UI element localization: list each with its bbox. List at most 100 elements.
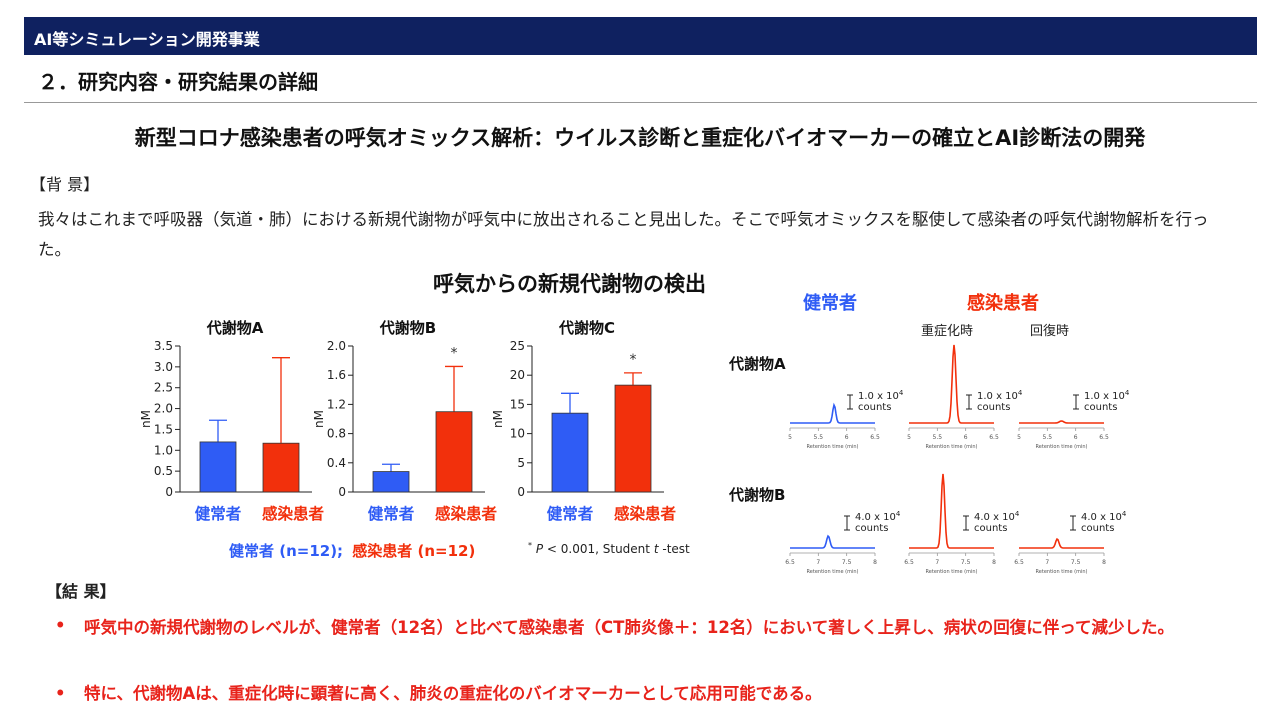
chrom-x-axis-title: Retention time (min) [926,444,978,450]
bar-chart-title: 代謝物B [379,319,436,337]
y-tick-label: 10 [510,427,525,441]
chrom-x-tick-label: 5 [788,434,792,441]
bar [551,412,589,493]
y-tick-label: 0.5 [154,464,173,478]
scale-unit: counts [977,402,1010,413]
y-axis-label: nM [139,410,153,428]
top-banner: AI等シミュレーション開発事業 [24,17,1257,55]
y-tick-label: 25 [510,339,525,353]
scale-unit: counts [1084,402,1117,413]
category-label: 健常者 [368,504,415,523]
y-tick-label: 0 [165,485,173,499]
title-divider [24,102,1257,103]
stat-note-end: -test [662,542,690,556]
y-tick-label: 1.5 [154,422,173,436]
chrom-x-tick-label: 6 [845,434,849,441]
chrom-x-tick-label: 5 [907,434,911,441]
y-tick-label: 3.0 [154,360,173,374]
chrom-x-tick-label: 5.5 [933,434,943,441]
y-tick-label: 20 [510,368,525,382]
y-tick-label: 2.5 [154,381,173,395]
category-label: 感染患者 [614,504,676,523]
y-tick-label: 5 [517,456,525,470]
chrom-header-infected: 感染患者 [967,292,1039,314]
chrom-x-tick-label: 6.5 [1099,434,1109,441]
bar-chart-1: 代謝物A 0 0.5 1.0 1.5 2.0 2.5 3.0 3.5 nM 健常者 感染患者 [139,319,324,523]
significance-mark: * [630,352,637,368]
chrom-x-tick-label: 5.5 [1043,434,1053,441]
y-tick-label: 1.6 [327,368,346,382]
chrom-x-axis-title: Retention time (min) [1036,569,1088,575]
bar [199,441,237,493]
bar-chart-3: 代謝物C 0 5 10 15 20 25 nM 健常者 感染患者 * [491,319,676,523]
chrom-x-tick-label: 8 [1102,559,1106,566]
chrom-x-tick-label: 7.5 [842,559,852,566]
scale-unit: counts [974,523,1007,534]
y-tick-label: 2.0 [327,339,346,353]
category-label: 健常者 [547,504,594,523]
significance-mark: * [451,345,458,361]
y-tick-label: 2.0 [154,402,173,416]
scale-value: 4.0 x 104 [974,510,1020,523]
chrom-x-axis-title: Retention time (min) [807,569,859,575]
chromatogram-a-1: 5 5.5 6 6.5 Retention time (min) 1.0 x 104cou… [788,389,904,450]
chromatogram-trace [909,344,994,424]
y-tick-label: 15 [510,397,525,411]
chrom-x-axis-title: Retention time (min) [1036,444,1088,450]
results-item-2: 特に、代謝物Aは、重症化時に顕著に高く、肺炎の重症化のバイオマーカーとして応用可… [84,684,822,703]
legend-infected: 感染患者 (n=12) [352,542,475,560]
chromatogram-trace [1019,420,1104,424]
results-bullet-marker: • [55,684,66,703]
y-tick-label: 3.5 [154,339,173,353]
section-title: ２．研究内容・研究結果の詳細 [38,70,318,94]
y-tick-label: 0.4 [327,456,346,470]
chrom-label-severe: 重症化時 [921,323,973,339]
bar-charts: 代謝物A 0 0.5 1.0 1.5 2.0 2.5 3.0 3.5 nM 健常者 感染患者 代謝物B 0… [139,319,676,523]
scale-value: 1.0 x 104 [858,389,904,402]
chrom-x-tick-label: 8 [873,559,877,566]
chrom-x-tick-label: 5.5 [814,434,824,441]
legend-healthy: 健常者 (n=12); [229,542,343,560]
bar-chart-2: 代謝物B 0 0.4 0.8 1.2 1.6 2.0 nM 健常者 感染患者 * [312,319,497,523]
chrom-x-tick-label: 7 [816,559,820,566]
figure-title: 呼気からの新規代謝物の検出 [433,272,706,296]
scale-value: 1.0 x 104 [977,389,1023,402]
chrom-x-tick-label: 5 [1017,434,1021,441]
chrom-label-recovery: 回復時 [1030,323,1069,339]
chrom-x-axis-title: Retention time (min) [926,569,978,575]
bar [262,442,300,493]
scale-unit: counts [855,523,888,534]
scale-value: 4.0 x 104 [855,510,901,523]
chromatogram-trace [790,402,875,424]
y-tick-label: 0 [517,485,525,499]
chrom-x-tick-label: 7 [935,559,939,566]
chrom-x-tick-label: 6.5 [1014,559,1024,566]
bar [435,411,473,493]
category-label: 感染患者 [435,504,497,523]
chromatogram-trace [909,473,994,549]
stat-note-mid: < 0.001, Student [547,542,654,556]
background-heading: 【背 景】 [30,175,100,194]
main-title: 新型コロナ感染患者の呼気オミックス解析：ウイルス診断と重症化バイオマーカーの確立… [134,126,1146,150]
chromatogram-trace [790,534,875,549]
y-tick-label: 1.2 [327,397,346,411]
chrom-x-tick-label: 7.5 [1071,559,1081,566]
chrom-x-tick-label: 6.5 [785,559,795,566]
scale-unit: counts [1081,523,1114,534]
chrom-x-tick-label: 6.5 [904,559,914,566]
y-axis-label: nM [491,410,505,428]
scale-value: 1.0 x 104 [1084,389,1130,402]
y-tick-label: 1.0 [154,443,173,457]
stat-note: * P < 0.001, Student t -test [528,537,690,556]
chrom-row-label-a: 代謝物A [728,355,786,373]
banner-title: AI等シミュレーション開発事業 [34,30,260,49]
chrom-x-tick-label: 8 [992,559,996,566]
chrom-header-healthy: 健常者 [803,292,857,314]
stat-note-p: P [536,542,544,556]
y-tick-label: 0.8 [327,427,346,441]
scale-value: 4.0 x 104 [1081,510,1127,523]
chromatogram-b-1: 6.5 7 7.5 8 Retention time (min) 4.0 x 104cou… [785,510,901,575]
chrom-x-tick-label: 6.5 [870,434,880,441]
